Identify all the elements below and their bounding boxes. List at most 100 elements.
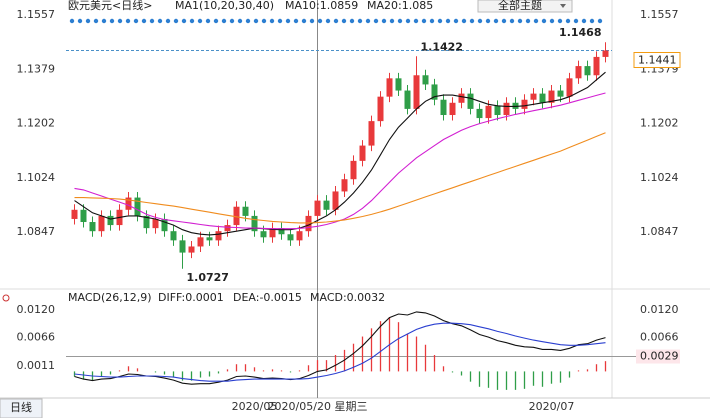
event-dot [125, 18, 131, 24]
y-tick-label: 1.1202 [17, 117, 56, 130]
x-tick-label: 2020/07 [529, 400, 575, 413]
candle-body [485, 105, 492, 119]
legend-item: MACD(26,12,9) [68, 291, 152, 304]
candle-body [431, 84, 438, 100]
event-dot [205, 18, 211, 24]
candle-body [107, 215, 114, 226]
candle-body [71, 209, 78, 219]
event-dot [429, 18, 435, 24]
event-dot [301, 18, 307, 24]
y-tick-label: 0.0066 [17, 331, 56, 344]
chart-title: 欧元美元<日线> [68, 0, 152, 12]
event-dot [469, 18, 475, 24]
event-dot [181, 18, 187, 24]
candle-body [98, 215, 105, 232]
legend-item: MA1(10,20,30,40) [175, 0, 274, 12]
event-dot [221, 18, 227, 24]
event-dot [413, 18, 419, 24]
candle-body [395, 78, 402, 91]
candle-body [368, 121, 375, 146]
candle-body [539, 93, 546, 103]
y-tick-label: 1.0847 [640, 225, 679, 238]
price-tag-box [633, 51, 681, 68]
event-dot [117, 18, 123, 24]
marker-label-box [636, 349, 680, 364]
event-dot [173, 18, 179, 24]
event-dot [493, 18, 499, 24]
panel-icon[interactable] [2, 294, 10, 302]
event-dot [501, 18, 507, 24]
candle-body [242, 206, 249, 216]
event-dot [389, 18, 395, 24]
candle-body [206, 237, 213, 241]
theme-dropdown[interactable] [477, 0, 573, 13]
event-dot [365, 18, 371, 24]
event-dot [197, 18, 203, 24]
candle-body [521, 99, 528, 109]
y-tick-label: 0.0120 [17, 303, 56, 316]
event-dot [317, 18, 323, 24]
event-dot [421, 18, 427, 24]
candle-body [188, 246, 195, 253]
marker-label: 0.0029 [640, 350, 679, 363]
candle-body [197, 237, 204, 247]
candle-body [125, 197, 132, 210]
candle-body [503, 102, 510, 116]
event-dot [517, 18, 523, 24]
event-dot [381, 18, 387, 24]
candle-body [602, 50, 609, 57]
y-tick-label: 1.1557 [640, 8, 679, 21]
event-dot [277, 18, 283, 24]
candle-body [134, 197, 141, 216]
y-tick-label: 0.0011 [17, 359, 56, 372]
event-dot [93, 18, 99, 24]
candle-body [260, 231, 267, 238]
legend-item: DIFF:0.0001 [158, 291, 224, 304]
event-dot [77, 18, 83, 24]
event-dot [533, 18, 539, 24]
candle-body [296, 231, 303, 241]
tab[interactable] [0, 398, 43, 418]
event-dot [237, 18, 243, 24]
tab-label[interactable]: 日线 [10, 400, 32, 414]
event-dot [141, 18, 147, 24]
event-dot [477, 18, 483, 24]
candle-body [494, 105, 501, 116]
legend-item: MA20:1.085 [367, 0, 433, 12]
legend-item: MA10:1.0859 [285, 0, 358, 12]
candle-body [80, 209, 87, 223]
candle-body [548, 90, 555, 103]
candle-body [458, 93, 465, 103]
event-dot [349, 18, 355, 24]
y-tick-label: 1.1024 [640, 171, 679, 184]
event-dot [245, 18, 251, 24]
event-dot [461, 18, 467, 24]
event-dot [149, 18, 155, 24]
event-dot [373, 18, 379, 24]
event-dot [165, 18, 171, 24]
candle-body [512, 102, 519, 109]
candle-body [89, 222, 96, 232]
price-annotation: 1.0727 [187, 271, 229, 284]
candle-body [152, 218, 159, 229]
event-dot [485, 18, 491, 24]
candle-body [530, 93, 537, 100]
candle-body [332, 191, 339, 210]
candle-body [224, 225, 231, 232]
event-dot [581, 18, 587, 24]
legend-item: MACD:0.0032 [310, 291, 385, 304]
event-dot [189, 18, 195, 24]
theme-dropdown-label[interactable]: 全部主题 [498, 0, 542, 12]
event-dot [597, 18, 603, 24]
event-dot [557, 18, 563, 24]
event-dot [509, 18, 515, 24]
candle-body [422, 75, 429, 85]
y-tick-label: 1.1557 [17, 8, 56, 21]
event-dot [325, 18, 331, 24]
candle-body [413, 75, 420, 109]
indicator-line [74, 311, 606, 385]
candle-body [440, 99, 447, 116]
event-dot [549, 18, 555, 24]
